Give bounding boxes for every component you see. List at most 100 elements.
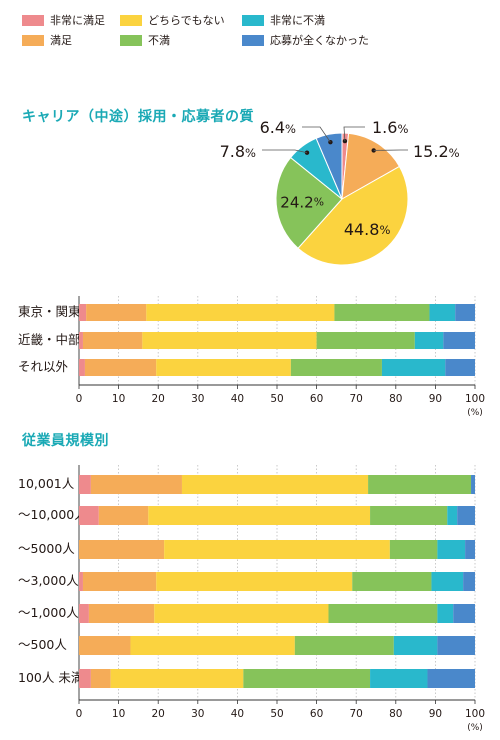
bar-segment (431, 572, 464, 591)
bar-segment (84, 359, 157, 376)
x-tick-label: 80 (389, 393, 402, 405)
career-section-title: キャリア（中途）採用・応募者の質 (22, 109, 254, 125)
bar-segment (79, 332, 83, 349)
legend-item: どちらでもない (120, 12, 225, 28)
bar-segment (455, 304, 475, 321)
bar-segment (79, 475, 91, 494)
x-tick-label: 100 (465, 708, 485, 720)
bar-segment (79, 636, 131, 655)
legend-label: 不満 (148, 34, 170, 47)
bar-segment (471, 475, 475, 494)
bar-segment (429, 304, 456, 321)
bar-segment (88, 604, 155, 623)
bar-segment (142, 332, 317, 349)
legend-swatch (242, 34, 264, 46)
pie-value-label: 44.8% (344, 220, 391, 239)
pie-slice (341, 132, 401, 200)
legend-item: 満足 (22, 32, 72, 48)
x-tick-label: 90 (429, 393, 442, 405)
bar-segment (393, 636, 438, 655)
bar-segment (243, 669, 371, 688)
row-label: ～5000人 (18, 541, 75, 556)
legend-label: どちらでもない (148, 14, 225, 27)
legend-item: 応募が全くなかった (242, 32, 369, 48)
x-tick-label: 60 (310, 393, 323, 405)
row-label: それ以外 (18, 359, 69, 374)
bar-segment (156, 359, 291, 376)
x-tick-label: 40 (231, 393, 244, 405)
pie-value-label: 24.2% (280, 193, 324, 211)
size-section-title: 従業員規模別 (22, 433, 109, 449)
pie-slice (315, 132, 343, 200)
legend-label: 応募が全くなかった (270, 34, 369, 47)
bar-segment (427, 669, 475, 688)
legend-swatch (22, 34, 44, 46)
bar-segment (156, 572, 353, 591)
bar-segment (414, 332, 444, 349)
legend-swatch (242, 14, 264, 26)
x-tick-label: 10 (112, 708, 125, 720)
bar-segment (328, 604, 438, 623)
pie-value-label: 15.2% (413, 142, 460, 161)
x-tick-label: 50 (270, 708, 283, 720)
x-tick-label: 0 (76, 393, 83, 405)
pie-value-label: 6.4% (260, 118, 296, 137)
bar-segment (334, 304, 430, 321)
bar-segment (110, 669, 244, 688)
bar-segment (79, 572, 83, 591)
x-tick-label: 20 (152, 708, 165, 720)
x-tick-label: 0 (76, 708, 83, 720)
bar-segment (457, 506, 475, 525)
x-tick-label: 30 (191, 708, 204, 720)
bar-segment (146, 304, 335, 321)
x-unit-label: (%) (467, 723, 483, 733)
bar-segment (90, 669, 111, 688)
bar-segment (290, 359, 382, 376)
bar-segment (79, 604, 89, 623)
bar-segment (370, 506, 448, 525)
bar-segment (437, 636, 475, 655)
bar-segment (389, 540, 438, 559)
bar-segment (79, 506, 99, 525)
bar-segment (370, 669, 428, 688)
bar-segment (130, 636, 295, 655)
legend-swatch (120, 14, 142, 26)
legend-item: 不満 (120, 32, 170, 48)
x-tick-label: 40 (231, 708, 244, 720)
bar-segment (82, 332, 143, 349)
legend-item: 非常に満足 (22, 12, 105, 28)
bar-segment (86, 304, 147, 321)
row-label: ～10,000人 (18, 507, 87, 522)
row-label: ～1,000人 (18, 605, 79, 620)
x-tick-label: 30 (191, 393, 204, 405)
row-label: ～3,000人 (18, 573, 79, 588)
x-tick-label: 10 (112, 393, 125, 405)
bar-segment (79, 540, 165, 559)
pie-value-label: 1.6% (372, 118, 408, 137)
bar-segment (443, 332, 475, 349)
bar-segment (352, 572, 432, 591)
x-tick-label: 100 (465, 393, 485, 405)
bar-segment (463, 572, 475, 591)
bar-segment (445, 359, 475, 376)
legend-swatch (120, 34, 142, 46)
pie-slice (275, 156, 343, 249)
legend-swatch (22, 14, 44, 26)
leader-line (262, 149, 308, 154)
legend-label: 非常に満足 (50, 14, 105, 27)
bar-segment (316, 332, 415, 349)
bar-segment (465, 540, 475, 559)
pie-slice (297, 165, 409, 266)
bar-segment (90, 475, 182, 494)
x-tick-label: 20 (152, 393, 165, 405)
legend-item: 非常に不満 (242, 12, 325, 28)
bar-segment (98, 506, 149, 525)
x-unit-label: (%) (467, 408, 483, 418)
x-tick-label: 70 (350, 708, 363, 720)
bar-segment (148, 506, 371, 525)
bar-segment (79, 304, 87, 321)
leader-line (343, 126, 365, 142)
row-label: 東京・関東 (18, 304, 81, 319)
x-tick-label: 80 (389, 708, 402, 720)
